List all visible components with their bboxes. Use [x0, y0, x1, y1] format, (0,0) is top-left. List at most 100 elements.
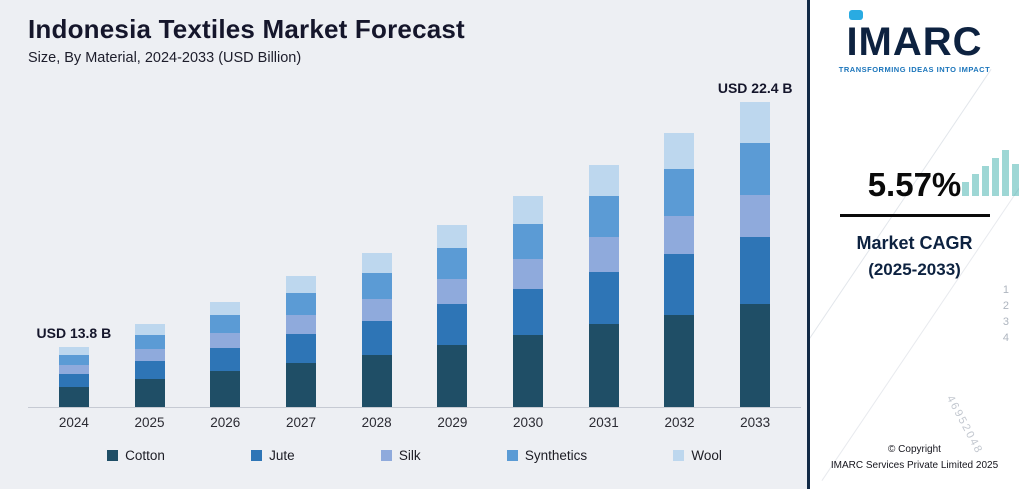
bar-slot-2024: USD 13.8 B [36, 76, 112, 407]
x-axis-labels: 2024 2025 2026 2027 2028 2029 2030 2031 2032 2033 [28, 415, 801, 430]
legend-swatch [107, 450, 119, 461]
bar-segment-silk [664, 215, 695, 255]
bar-segment-synthetics [740, 142, 771, 195]
copyright-line2: IMARC Services Private Limited 2025 [830, 459, 999, 471]
decorative-digits: 1 2 3 4 [1002, 284, 1009, 344]
bar-segment-cotton [210, 371, 241, 407]
bar-segment-cotton [588, 324, 619, 407]
bar-segment-synthetics [134, 335, 165, 350]
bar-segment-synthetics [285, 292, 316, 316]
bar-slot-2031 [566, 76, 642, 407]
bar-segment-jute [513, 288, 544, 336]
x-tick-label: 2027 [285, 415, 316, 430]
stacked-bar-2024 [58, 347, 89, 407]
bar-segment-cotton [58, 386, 89, 407]
legend-item-jute: Jute [251, 448, 295, 463]
bar-segment-cotton [134, 378, 165, 407]
bar-segment-wool [210, 301, 241, 316]
bar-segment-silk [210, 333, 241, 349]
bar-segment-silk [513, 259, 544, 289]
bar-segment-silk [58, 365, 89, 374]
bar-segment-jute [58, 373, 89, 387]
legend-item-synthetics: Synthetics [506, 448, 588, 463]
bar-segment-synthetics [664, 169, 695, 216]
legend-label: Silk [398, 448, 421, 463]
stacked-bar-2028 [361, 253, 392, 407]
bar-slot-2028 [339, 76, 415, 407]
page-title: Indonesia Textiles Market Forecast [28, 14, 465, 44]
bar-segment-wool [437, 224, 468, 248]
bar-segment-jute [437, 304, 468, 345]
bar-segment-wool [513, 196, 544, 224]
bar-segment-wool [134, 324, 165, 336]
imarc-logo-wordmark: IMARC [846, 20, 983, 64]
stacked-bar-2026 [210, 301, 241, 407]
bar-segment-jute [134, 360, 165, 379]
stacked-bar-2029 [437, 224, 468, 407]
x-tick-label: 2029 [437, 415, 468, 430]
value-annotation: USD 13.8 B [36, 325, 112, 342]
page-subtitle: Size, By Material, 2024-2033 (USD Billio… [28, 50, 302, 66]
imarc-tagline: TRANSFORMING IDEAS INTO IMPACT [838, 65, 991, 74]
bar-segment-silk [740, 194, 771, 237]
bar-slot-2030 [490, 76, 566, 407]
legend-label: Wool [691, 448, 722, 463]
cagr-value: 5.57% [867, 166, 962, 203]
bar-segment-synthetics [513, 223, 544, 260]
x-tick-label: 2026 [210, 415, 241, 430]
legend-item-wool: Wool [673, 448, 722, 463]
stacked-bar-2025 [134, 324, 165, 407]
legend-label: Cotton [125, 448, 165, 463]
brand-sidebar: 1 2 3 4 46952048 IMARC TRANSFORMING IDEA… [807, 0, 1019, 489]
chart-legend: Cotton Jute Silk Synthetics Wool [28, 448, 801, 463]
bar-segment-silk [285, 315, 316, 334]
cagr-period: (2025-2033) [868, 260, 961, 279]
bar-segment-wool [588, 164, 619, 196]
bar-segment-jute [588, 271, 619, 325]
legend-label: Jute [269, 448, 295, 463]
bar-segment-silk [361, 299, 392, 321]
legend-swatch [251, 450, 263, 461]
stacked-bar-chart: USD 13.8 B USD 22.4 B [28, 76, 801, 408]
legend-swatch [673, 450, 685, 461]
cagr-block: 5.57% Market CAGR (2025-2033) [839, 166, 990, 280]
bar-segment-wool [361, 253, 392, 273]
bar-segment-synthetics [210, 315, 241, 334]
bar-segment-wool [664, 133, 695, 170]
value-annotation: USD 22.4 B [717, 80, 793, 97]
bar-segment-silk [588, 236, 619, 272]
bar-slot-2027 [263, 76, 339, 407]
copyright-notice: © Copyright IMARC Services Private Limit… [810, 442, 1019, 473]
bar-segment-jute [740, 236, 771, 304]
bar-slot-2025 [112, 76, 188, 407]
x-tick-label: 2028 [361, 415, 392, 430]
bar-segment-jute [210, 348, 241, 372]
bar-segment-wool [740, 102, 771, 143]
imarc-logo-text: IMARC [846, 10, 982, 62]
x-tick-label: 2031 [588, 415, 619, 430]
imarc-logo: IMARC TRANSFORMING IDEAS INTO IMPACT [839, 10, 990, 74]
bar-segment-cotton [361, 354, 392, 407]
bar-segment-cotton [437, 344, 468, 407]
x-tick-label: 2030 [513, 415, 544, 430]
x-tick-label: 2033 [740, 415, 771, 430]
stacked-bar-2033 [740, 102, 771, 407]
cagr-underline [839, 214, 990, 217]
x-tick-label: 2025 [134, 415, 165, 430]
bar-slot-2026 [187, 76, 263, 407]
bar-segment-cotton [285, 362, 316, 407]
stacked-bar-2032 [664, 133, 695, 407]
bar-segment-silk [134, 349, 165, 361]
legend-label: Synthetics [524, 448, 588, 463]
cagr-label: Market CAGR [856, 233, 973, 253]
bar-segment-jute [285, 333, 316, 363]
stacked-bar-2030 [513, 196, 544, 407]
decorative-diagonal-line [821, 99, 1019, 481]
bar-segment-cotton [513, 335, 544, 407]
bar-slot-2032 [642, 76, 718, 407]
bar-segment-jute [664, 254, 695, 315]
imarc-logo-dot-icon [849, 10, 864, 20]
legend-item-silk: Silk [380, 448, 421, 463]
copyright-line1: © Copyright [888, 444, 941, 455]
